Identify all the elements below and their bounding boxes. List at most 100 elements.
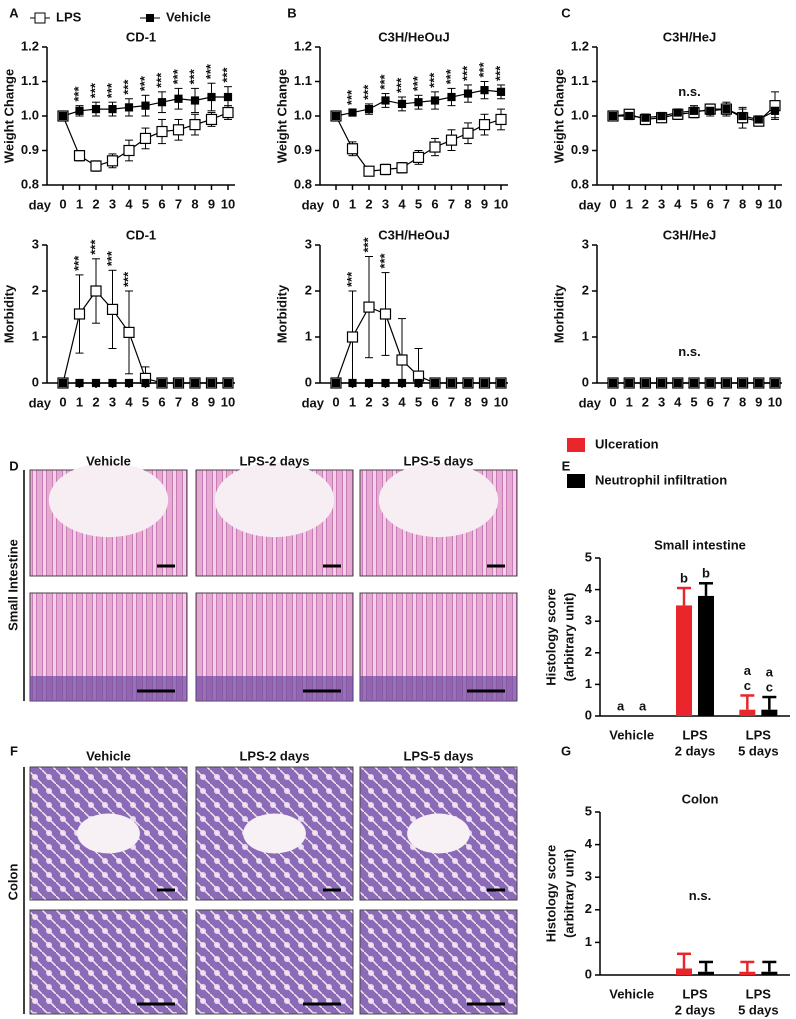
significance: *** [120, 79, 135, 95]
y-tick-label: 1.2 [294, 38, 312, 53]
x-tick-label: 9 [208, 394, 215, 409]
x-axis-label: day [579, 395, 602, 410]
y-tick-label: 4 [585, 581, 593, 596]
significance: *** [71, 255, 86, 271]
y-tick-label: 1 [585, 676, 592, 691]
data-point [73, 150, 86, 162]
histology-image [29, 909, 188, 1015]
significance: *** [104, 250, 119, 266]
x-tick-label: 3 [109, 196, 116, 211]
lumen [77, 813, 140, 854]
y-tick-label: 0 [585, 966, 592, 981]
data-point [108, 378, 117, 388]
legend-marker [146, 14, 154, 22]
panel-label: A [9, 5, 19, 20]
panel-label: E [562, 458, 571, 473]
x-axis-label: day [302, 395, 325, 410]
x-tick-label: 3 [382, 196, 389, 211]
lumen [243, 813, 306, 854]
data-point [223, 92, 233, 102]
data-point [157, 98, 167, 107]
data-point [608, 378, 618, 388]
x-tick-label: 1 [626, 394, 633, 409]
column-header: LPS-5 days [403, 748, 473, 763]
x-tick-label: 7 [175, 196, 182, 211]
x-tick-label: Vehicle [609, 727, 654, 742]
data-point [90, 160, 102, 172]
significance: *** [360, 84, 375, 100]
y-tick-label: 0.8 [21, 176, 39, 191]
x-tick-label: 2 [92, 196, 99, 211]
y-tick-label: 0 [585, 707, 592, 722]
y-tick-label: 2 [582, 282, 589, 297]
annotation: n.s. [689, 888, 711, 903]
significance-letter: a [766, 664, 774, 679]
x-tick-label: 10 [221, 394, 235, 409]
data-point [429, 141, 441, 153]
data-point [172, 124, 185, 136]
panel-label: D [9, 458, 18, 473]
data-point [207, 378, 216, 388]
data-point [641, 113, 650, 122]
data-point [106, 303, 119, 315]
x-tick-label: LPS [682, 986, 708, 1001]
data-point [75, 378, 84, 388]
data-point [414, 98, 423, 107]
significance: *** [476, 61, 491, 77]
data-point [641, 378, 650, 388]
data-point [657, 111, 666, 121]
significance: *** [344, 89, 359, 105]
significance: *** [186, 68, 201, 84]
data-point [106, 155, 119, 167]
significance: *** [344, 271, 359, 287]
chart-title: C3H/HeOuJ [378, 227, 450, 242]
significance: *** [393, 77, 408, 93]
error-bar [740, 694, 755, 710]
y-tick-label: 3 [582, 236, 589, 251]
x-tick-label: 6 [431, 394, 438, 409]
x-tick-label: 10 [221, 196, 235, 211]
data-point [346, 143, 359, 155]
x-tick-label: 7 [723, 196, 730, 211]
y-tick-label: 1.2 [21, 38, 39, 53]
y-axis-label: Weight Change [274, 69, 289, 163]
x-axis-label: day [302, 197, 325, 212]
x-tick-label: 0 [609, 394, 616, 409]
bar [698, 595, 714, 716]
y-tick-label: 5 [585, 549, 592, 564]
x-axis-label: day [29, 197, 52, 212]
significance: *** [170, 68, 185, 84]
column-header: Vehicle [86, 748, 131, 763]
y-tick-label: 3 [32, 236, 39, 251]
x-tick-label: 0 [332, 394, 339, 409]
data-point [496, 378, 506, 388]
y-tick-label: 2 [32, 282, 39, 297]
significance-letter: c [744, 678, 751, 693]
bar [761, 709, 778, 716]
legend-label: Neutrophil infiltration [595, 472, 727, 487]
y-tick-label: 5 [585, 803, 592, 818]
significance: *** [71, 86, 86, 102]
x-tick-label: 1 [349, 196, 356, 211]
x-tick-label: 5 days [738, 1002, 778, 1017]
chart-title: C3H/HeOuJ [378, 29, 450, 44]
annotation: n.s. [678, 84, 700, 99]
y-tick-label: 1 [32, 328, 39, 343]
error-bar [677, 952, 691, 969]
significance: *** [377, 252, 392, 268]
x-tick-label: 9 [481, 394, 488, 409]
chart-title: CD-1 [126, 227, 156, 242]
x-tick-label: 5 [415, 394, 422, 409]
y-axis-label: (arbitrary unit) [561, 593, 576, 682]
data-point [207, 92, 216, 102]
x-tick-label: 8 [191, 196, 198, 211]
x-tick-label: 1 [76, 394, 83, 409]
x-tick-label: 2 [365, 394, 372, 409]
significance: *** [203, 63, 218, 79]
data-point [346, 331, 359, 343]
data-point [673, 378, 682, 388]
significance: *** [137, 75, 152, 91]
data-point [463, 89, 473, 98]
error-bar [699, 582, 713, 596]
x-tick-label: 3 [658, 394, 665, 409]
